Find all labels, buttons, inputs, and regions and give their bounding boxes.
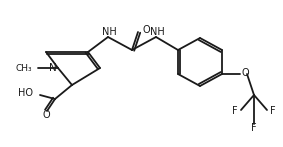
Text: F: F [232, 106, 238, 116]
Text: F: F [251, 123, 257, 133]
Text: O: O [143, 25, 151, 35]
Text: CH₃: CH₃ [15, 64, 32, 72]
Text: O: O [42, 110, 50, 120]
Text: NH: NH [102, 27, 116, 37]
Text: HO: HO [18, 88, 33, 98]
Text: F: F [270, 106, 276, 116]
Text: NH: NH [150, 27, 164, 37]
Text: O: O [242, 68, 250, 78]
Text: N: N [49, 63, 57, 73]
